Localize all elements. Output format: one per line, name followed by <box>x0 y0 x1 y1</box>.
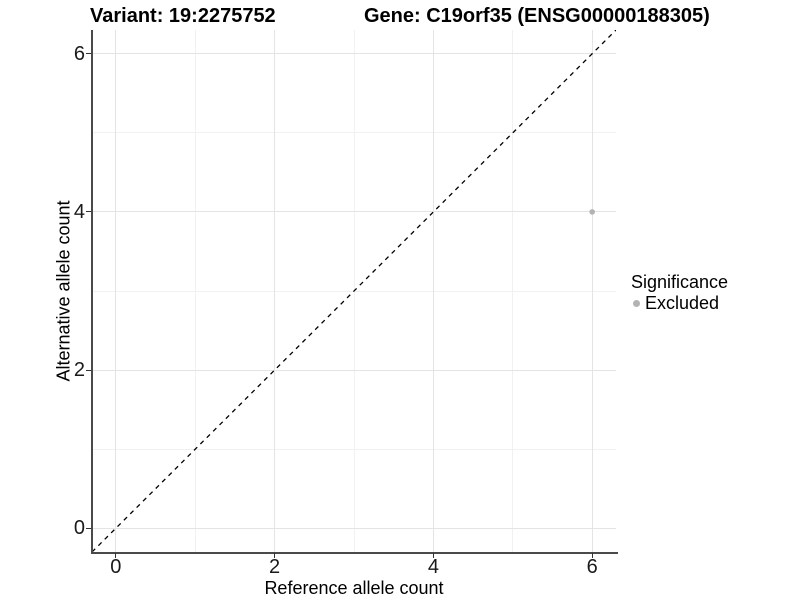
major-gridline-horizontal <box>92 211 616 213</box>
plot-title-gene: Gene: C19orf35 (ENSG00000188305) <box>364 5 710 27</box>
y-tick-mark <box>86 369 91 371</box>
major-gridline-horizontal <box>92 527 616 529</box>
y-tick-label: 6 <box>73 42 85 65</box>
identity-dashed-line <box>92 30 616 552</box>
major-gridline-vertical <box>591 30 593 552</box>
x-axis-title: Reference allele count <box>264 578 444 598</box>
plot-canvas <box>92 30 616 552</box>
y-tick-label: 4 <box>73 200 85 223</box>
minor-gridline-horizontal <box>92 448 616 450</box>
x-tick-mark <box>432 553 434 558</box>
y-tick-mark <box>86 211 91 213</box>
y-axis-title: Alternative allele count <box>53 200 74 382</box>
x-tick-mark <box>115 553 117 558</box>
major-gridline-horizontal <box>92 369 616 371</box>
legend-key-dot-icon <box>633 299 640 307</box>
x-tick-mark <box>591 553 593 558</box>
x-tick-label: 6 <box>586 556 598 578</box>
legend: Significance Excluded <box>631 272 728 312</box>
x-tick-label: 4 <box>427 556 439 578</box>
major-gridline-vertical <box>115 30 117 552</box>
x-tick-label: 0 <box>110 556 122 578</box>
plot-title-variant: Variant: 19:2275752 <box>90 5 276 27</box>
legend-item-excluded: Excluded <box>633 294 728 312</box>
major-gridline-vertical <box>432 30 434 552</box>
x-tick-label: 2 <box>269 556 281 578</box>
data-point <box>589 209 595 215</box>
major-gridline-horizontal <box>92 53 616 55</box>
y-tick-mark <box>86 527 91 529</box>
plot-panel <box>92 30 616 552</box>
legend-title: Significance <box>631 272 729 292</box>
legend-item-label: Excluded <box>645 293 720 313</box>
y-axis-line <box>91 30 93 554</box>
y-tick-label: 2 <box>73 359 85 382</box>
x-axis-line <box>91 552 618 554</box>
y-tick-mark <box>86 53 91 55</box>
x-tick-mark <box>274 553 276 558</box>
major-gridline-vertical <box>274 30 276 552</box>
y-tick-label: 0 <box>73 517 85 540</box>
minor-gridline-horizontal <box>92 132 616 134</box>
